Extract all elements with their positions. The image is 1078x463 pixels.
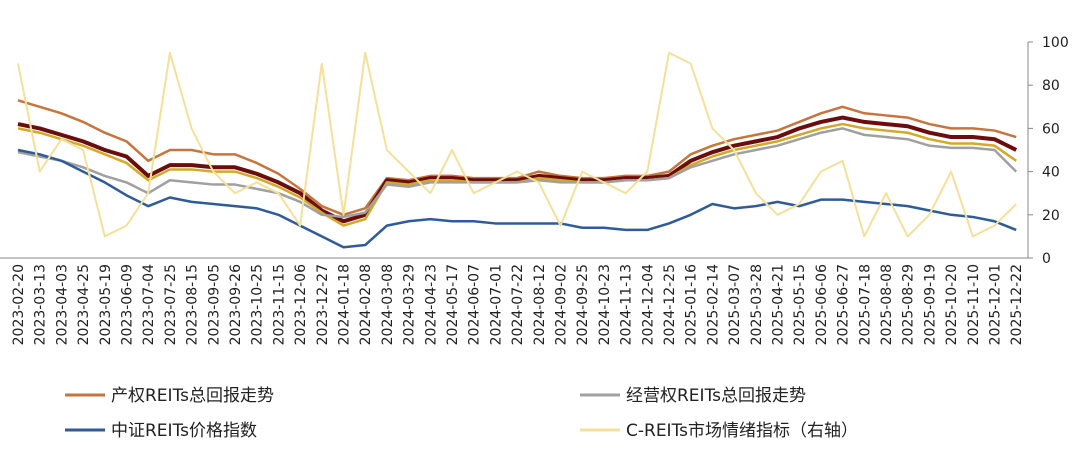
x-tick-label: 2025-01-16 bbox=[684, 264, 700, 345]
x-tick-label: 2023-12-27 bbox=[315, 264, 331, 345]
x-tick-label: 2025-06-27 bbox=[836, 264, 852, 345]
x-tick-label: 2023-08-15 bbox=[185, 264, 201, 345]
x-tick-label: 2023-11-15 bbox=[271, 264, 287, 345]
series-line bbox=[17, 115, 1018, 224]
x-tick-label: 2023-06-09 bbox=[120, 264, 136, 345]
x-tick-label: 2023-12-06 bbox=[293, 264, 309, 345]
series-line bbox=[17, 127, 1018, 219]
y-tick-label: 100 bbox=[1042, 35, 1069, 51]
x-tick-label: 2024-03-08 bbox=[380, 264, 396, 345]
y-tick-label: 60 bbox=[1042, 121, 1060, 137]
x-tick-label: 2024-05-17 bbox=[445, 264, 461, 345]
x-tick-label: 2025-11-10 bbox=[966, 264, 982, 345]
x-tick-label: 2024-01-18 bbox=[337, 264, 353, 345]
x-tick-label: 2023-05-19 bbox=[98, 264, 114, 345]
x-tick-label: 2025-06-06 bbox=[814, 264, 830, 345]
series-line bbox=[17, 122, 1017, 227]
x-tick-label: 2025-08-29 bbox=[901, 264, 917, 345]
x-tick-label: 2024-07-22 bbox=[510, 264, 526, 345]
x-tick-label: 2024-02-08 bbox=[358, 264, 374, 345]
x-tick-label: 2023-09-05 bbox=[206, 264, 222, 345]
x-tick-label: 2023-04-25 bbox=[76, 264, 92, 345]
y-tick-label: 0 bbox=[1042, 251, 1051, 267]
x-tick-label: 2024-11-13 bbox=[619, 264, 635, 345]
x-tick-label: 2023-02-20 bbox=[11, 264, 27, 345]
x-tick-label: 2024-03-29 bbox=[402, 264, 418, 345]
y-tick-label: 20 bbox=[1042, 208, 1060, 224]
x-tick-label: 2025-12-22 bbox=[1009, 264, 1025, 345]
y-tick-label: 40 bbox=[1042, 165, 1060, 181]
legend-label: 中证REITs价格指数 bbox=[111, 421, 257, 441]
x-tick-label: 2024-12-25 bbox=[662, 264, 678, 345]
y-tick-label: 80 bbox=[1042, 78, 1060, 94]
x-tick-label: 2024-10-23 bbox=[597, 264, 613, 345]
legend-label: 产权REITs总回报走势 bbox=[111, 386, 274, 406]
x-tick-label: 2023-04-03 bbox=[54, 264, 70, 345]
x-tick-label: 2025-03-28 bbox=[749, 264, 765, 345]
x-tick-label: 2024-04-23 bbox=[423, 264, 439, 345]
x-tick-label: 2025-12-01 bbox=[988, 264, 1004, 345]
x-tick-label: 2024-09-25 bbox=[575, 264, 591, 345]
x-tick-label: 2024-07-01 bbox=[488, 264, 504, 345]
series-line bbox=[17, 51, 1017, 238]
x-tick-label: 2025-10-20 bbox=[944, 264, 960, 345]
x-tick-label: 2025-04-21 bbox=[771, 264, 787, 345]
x-tick-label: 2024-09-02 bbox=[554, 264, 570, 345]
x-tick-label: 2024-08-12 bbox=[532, 264, 548, 345]
x-tick-label: 2025-09-19 bbox=[922, 264, 938, 345]
x-tick-label: 2023-07-04 bbox=[141, 264, 157, 345]
series-line bbox=[17, 99, 1017, 217]
x-tick-label: 2025-03-07 bbox=[727, 264, 743, 345]
x-tick-label: 2024-12-04 bbox=[640, 264, 656, 345]
x-tick-label: 2025-07-18 bbox=[857, 264, 873, 345]
legend-label: 经营权REITs总回报走势 bbox=[626, 386, 806, 406]
x-tick-label: 2023-03-13 bbox=[33, 264, 49, 345]
x-tick-label: 2023-09-26 bbox=[228, 264, 244, 345]
x-tick-label: 2024-06-07 bbox=[467, 264, 483, 345]
x-tick-label: 2023-10-25 bbox=[250, 264, 266, 345]
x-tick-label: 2025-02-14 bbox=[705, 264, 721, 345]
series-line bbox=[17, 148, 1017, 249]
x-tick-label: 2025-08-08 bbox=[879, 264, 895, 345]
x-tick-label: 2025-05-15 bbox=[792, 264, 808, 345]
legend-label: C-REITs市场情绪指标（右轴） bbox=[626, 421, 858, 441]
x-tick-label: 2023-07-25 bbox=[163, 264, 179, 345]
